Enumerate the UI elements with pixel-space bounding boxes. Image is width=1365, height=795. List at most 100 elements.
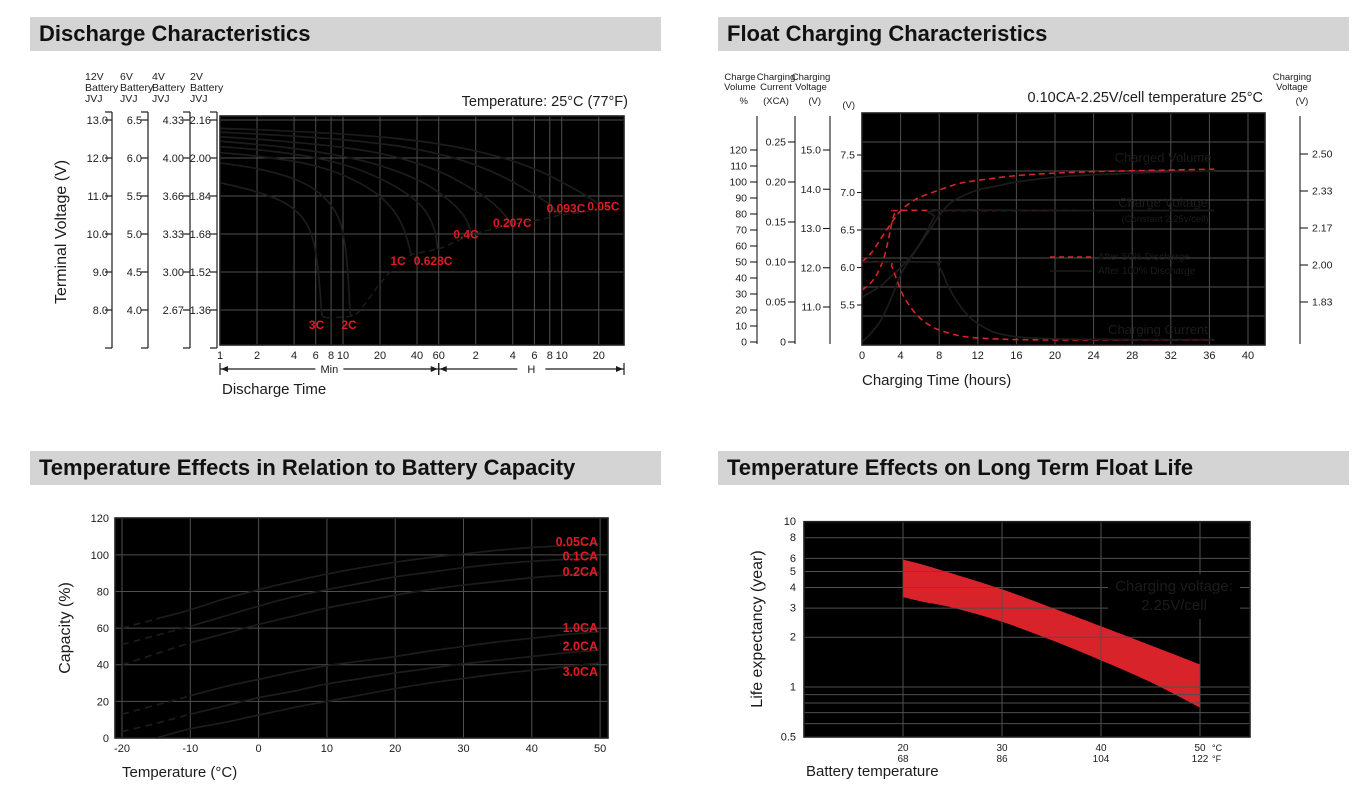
tick-label: 0	[741, 337, 747, 349]
tick-label: 10	[784, 516, 796, 528]
curve-0.093C	[219, 131, 563, 216]
curve-2.0CA	[190, 649, 601, 716]
curve-3.0CA	[155, 662, 601, 739]
tick-label: 60	[735, 241, 747, 253]
float-charging-chart: 010203040506070809010011012000.050.100.1…	[724, 72, 1333, 389]
curve-charge_voltage_100	[861, 209, 1215, 299]
tick-label: 60	[97, 623, 109, 635]
legend-label: After 100% Discharge	[1098, 266, 1196, 277]
tick-label: 86	[996, 754, 1008, 765]
x-axis-title: Temperature (°C)	[122, 764, 237, 781]
rate-label: 2C	[341, 318, 357, 332]
scale-header: 12V	[85, 71, 104, 83]
tick-label: 20	[897, 743, 909, 754]
tick-label: 50	[594, 743, 606, 755]
tick-label: 2.50	[1312, 149, 1333, 161]
banner-discharge-characteristics: Discharge Characteristics	[30, 17, 661, 51]
tick-label: 6.0	[127, 153, 142, 165]
tick-label: 20	[1049, 350, 1061, 362]
scale-header: Voltage	[1276, 82, 1308, 93]
x-axis-title: Battery temperature	[806, 763, 939, 780]
tick-label: 30	[735, 289, 747, 301]
rate-label: 0.05CA	[556, 535, 598, 549]
tick-label: 0.10	[766, 257, 787, 269]
tick-label: 2.33	[1312, 186, 1333, 198]
tick-label: 68	[897, 754, 909, 765]
tick-label: 8	[547, 350, 553, 362]
arrow-head	[221, 366, 228, 372]
scale-header: JVJ	[152, 93, 170, 105]
tick-label: 12.0	[801, 262, 822, 274]
tick-label: 2.00	[190, 153, 211, 165]
tick-label: 7.5	[840, 150, 855, 162]
tick-label: °F	[1212, 754, 1222, 764]
scale-header: Charging	[792, 72, 831, 83]
scale-header: JVJ	[120, 93, 138, 105]
tick-label: 4	[510, 350, 516, 362]
rate-label: 3C	[309, 318, 325, 332]
tick-label: 15.0	[801, 145, 822, 157]
curve-label: Charging Current	[1108, 322, 1208, 337]
curve-0.207C	[219, 135, 513, 225]
tick-label: 50	[1194, 743, 1206, 754]
tick-label: 0.20	[766, 177, 787, 189]
curve-charging_current_50	[861, 260, 1215, 341]
tick-label: 120	[91, 513, 109, 525]
arrow-head	[616, 366, 623, 372]
rate-label: 3.0CA	[563, 665, 598, 679]
tick-label: 5.0	[127, 229, 142, 241]
cutoff-curve	[326, 205, 615, 319]
curve-1.0CA	[190, 630, 601, 697]
scale-header: %	[740, 96, 749, 107]
scale-header: Current	[760, 82, 792, 93]
tick-label: 4.5	[127, 267, 142, 279]
scale-header: 6V	[120, 71, 133, 83]
tick-label: 8.0	[93, 305, 108, 317]
tick-label: 1.83	[1312, 297, 1333, 309]
tick-label: 32	[1165, 350, 1177, 362]
curve-2.0CA-dashed	[121, 713, 191, 733]
plot-area	[220, 116, 624, 345]
rate-label: 0.2CA	[563, 565, 598, 579]
tick-label: 2	[473, 350, 479, 362]
rate-label: 0.05C	[587, 199, 619, 213]
tick-label: 100	[729, 177, 747, 189]
tick-label: 80	[735, 209, 747, 221]
tick-label: 6	[790, 553, 796, 565]
banner-temperature-capacity: Temperature Effects in Relation to Batte…	[30, 451, 661, 485]
scale-header: (V)	[808, 96, 821, 107]
tick-label: 1.68	[190, 229, 211, 241]
tick-label: 24	[1087, 350, 1099, 362]
tick-label: 13.0	[801, 223, 822, 235]
tick-label: 4	[790, 582, 796, 594]
tick-label: 20	[593, 350, 605, 362]
tick-label: 2.67	[163, 305, 184, 317]
tick-label: 4	[291, 350, 297, 362]
banner-float-charging: Float Charging Characteristics	[718, 17, 1349, 51]
tick-label: 5.5	[127, 191, 142, 203]
tick-label: 2.00	[1312, 260, 1333, 272]
tick-label: 10	[556, 350, 568, 362]
tick-label: 80	[97, 586, 109, 598]
y-axis-title: Capacity (%)	[57, 582, 74, 674]
tick-label: 1.52	[190, 267, 211, 279]
tick-label: 40	[97, 660, 109, 672]
curve-0.628C	[219, 145, 439, 250]
float-life-chart: Charging voltage:2.25V/cell1086543210.52…	[749, 516, 1251, 780]
curve-charging_current_100	[861, 261, 1215, 341]
span-label: Min	[320, 364, 338, 376]
tick-label: 3.00	[163, 267, 184, 279]
tick-label: 3.66	[163, 191, 184, 203]
plot-border	[861, 112, 1266, 346]
tick-label: 10.0	[87, 229, 108, 241]
curve-0.2CA-dashed	[121, 641, 191, 666]
annotation-bg	[1108, 574, 1240, 619]
arrow-head	[430, 366, 438, 372]
rate-label: 0.207C	[493, 216, 532, 230]
tick-label: 4.0	[127, 305, 142, 317]
tick-label: 0.25	[766, 137, 787, 149]
curve-charged_volume_50	[861, 168, 1215, 263]
plot-border	[114, 517, 609, 739]
tick-label: 40	[411, 350, 423, 362]
